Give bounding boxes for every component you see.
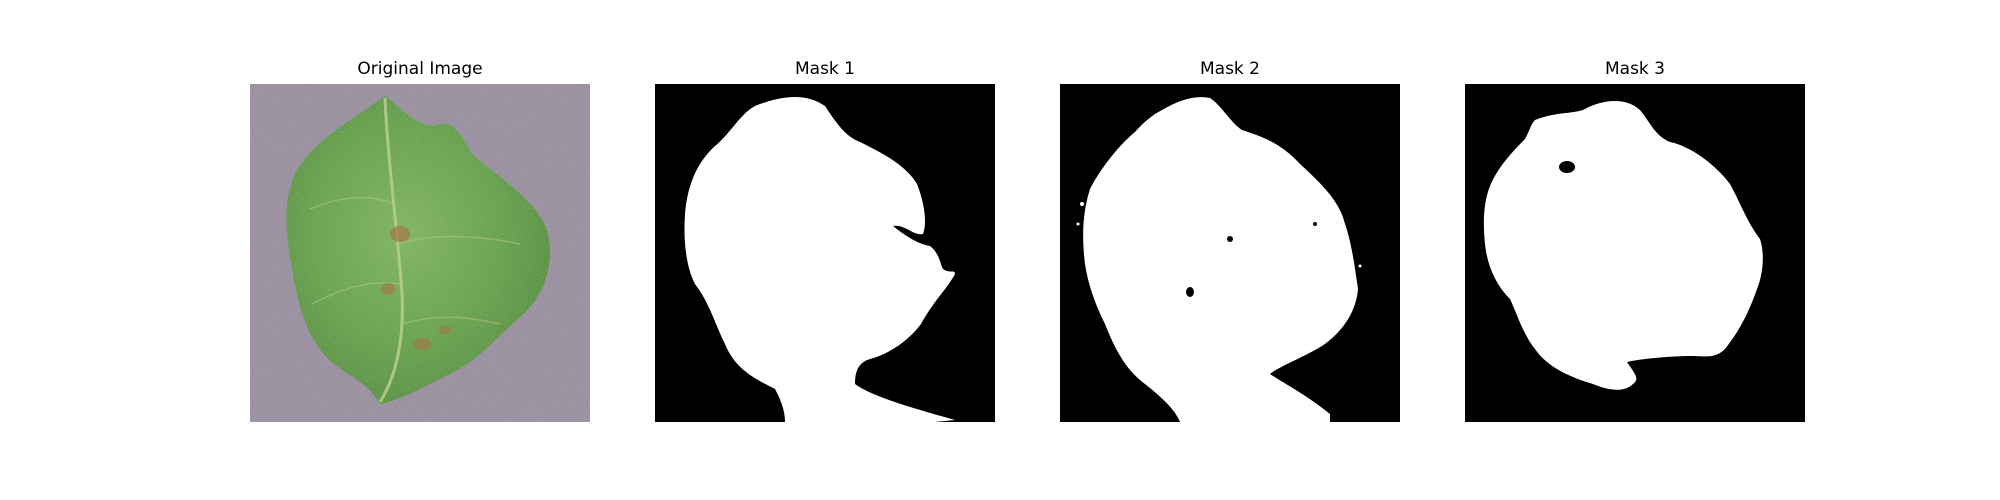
- panel-title-mask-3: Mask 3: [1604, 59, 1665, 79]
- leaf-midrib: [378, 97, 404, 403]
- mask-hole: [1186, 287, 1194, 297]
- mask-hole: [1559, 161, 1575, 173]
- mask-1-image: [655, 84, 995, 422]
- mask-speck: [1080, 202, 1084, 206]
- leaf-shape: [286, 96, 550, 404]
- leaf-spot: [381, 283, 395, 295]
- mask-1-panel: Mask 1: [655, 56, 995, 422]
- panel-title-mask-1: Mask 1: [794, 59, 855, 79]
- mask-region: [1483, 100, 1763, 390]
- mask-2-panel: Mask 2: [1060, 56, 1400, 422]
- leaf-photo: [250, 84, 590, 422]
- mask-2-image: [1060, 84, 1400, 422]
- panel-title-mask-2: Mask 2: [1199, 59, 1260, 79]
- mask-hole: [1227, 236, 1233, 242]
- mask-3-image: [1465, 84, 1805, 422]
- mask-speck: [1076, 222, 1080, 226]
- mask-speck: [1358, 264, 1362, 268]
- leaf-spot: [439, 325, 451, 335]
- mask-hole: [1313, 222, 1317, 226]
- panel-title-original-image: Original Image: [357, 59, 483, 79]
- leaf-spot: [413, 338, 431, 350]
- original-image-panel: Original Image: [250, 56, 590, 422]
- mask-3-panel: Mask 3: [1465, 56, 1805, 422]
- mask-region: [684, 96, 955, 422]
- leaf-spot: [390, 226, 410, 242]
- mask-region: [1083, 97, 1358, 422]
